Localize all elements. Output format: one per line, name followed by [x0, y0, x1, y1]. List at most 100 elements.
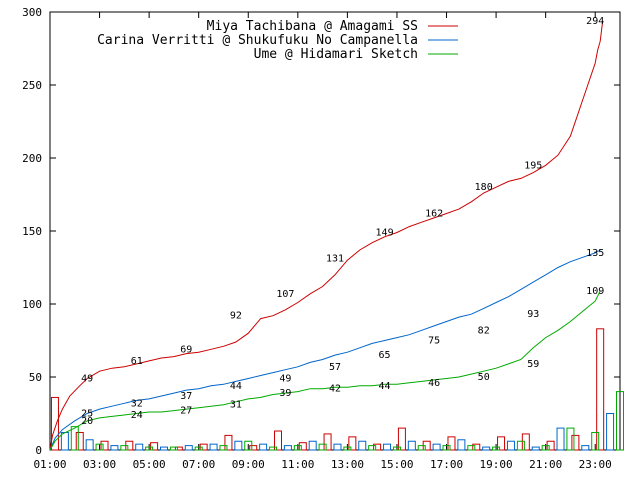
- y-tick-label: 300: [22, 6, 42, 19]
- data-label-2: 44: [230, 381, 242, 392]
- bar-1: [596, 328, 605, 451]
- series-line-1: [49, 20, 604, 451]
- x-tick-label: 05:00: [133, 458, 166, 471]
- bar-3: [244, 440, 253, 451]
- bar-3: [516, 440, 525, 451]
- data-label-2: 75: [428, 336, 440, 347]
- legend-label-1: Miya Tachibana @ Amagami SS: [207, 19, 418, 34]
- x-tick-label: 21:00: [529, 458, 562, 471]
- data-label-3: 46: [428, 378, 440, 389]
- bar-3: [417, 445, 426, 451]
- bar-3: [269, 446, 278, 451]
- bar-3: [169, 446, 178, 451]
- bar-1: [571, 434, 580, 451]
- y-tick-label: 200: [22, 152, 42, 165]
- bar-2: [60, 431, 69, 451]
- data-label-1: 180: [475, 182, 493, 193]
- x-tick-label: 23:00: [579, 458, 612, 471]
- data-label-3: 42: [329, 384, 341, 395]
- data-label-2: 65: [379, 350, 391, 361]
- bar-3: [194, 446, 203, 451]
- y-tick-label: 0: [35, 444, 42, 457]
- bar-2: [432, 443, 441, 451]
- bar-2: [482, 446, 491, 451]
- y-axis: 0 50 100 150 200 250 300: [22, 6, 620, 457]
- bar-2: [333, 443, 342, 451]
- bar-2: [283, 445, 292, 451]
- bar-1: [397, 427, 406, 451]
- bar-3: [541, 445, 550, 451]
- x-tick-label: 19:00: [480, 458, 513, 471]
- data-label-1: 149: [376, 227, 394, 238]
- bar-1: [274, 430, 282, 451]
- bar-2: [556, 427, 565, 451]
- bar-2: [85, 439, 94, 451]
- bar-3: [591, 431, 600, 451]
- data-label-1: 107: [276, 289, 294, 300]
- data-label-1: 195: [524, 160, 542, 171]
- bar-1: [521, 433, 530, 451]
- y-tick-label: 50: [29, 371, 42, 384]
- bar-3: [392, 446, 401, 451]
- data-label-1: 294: [586, 16, 604, 27]
- bar-2: [135, 443, 144, 451]
- data-labels: 49 61 69 92 107 131 149 162 180 195 294 25 32 37 44 49 5…: [81, 16, 604, 427]
- x-tick-label: 17:00: [430, 458, 463, 471]
- x-tick-label: 03:00: [83, 458, 116, 471]
- data-label-1: 69: [180, 344, 192, 355]
- bar-1: [249, 445, 258, 451]
- bar-3: [70, 426, 79, 451]
- bar-2: [457, 439, 466, 451]
- bar-1: [75, 431, 84, 451]
- data-label-2: 93: [527, 309, 539, 320]
- bar-3: [219, 445, 228, 451]
- legend-label-3: Ume @ Hidamari Sketch: [254, 47, 418, 62]
- bar-3: [318, 443, 327, 451]
- bar-2: [531, 446, 540, 451]
- x-tick-label: 11:00: [281, 458, 314, 471]
- bar-1: [50, 396, 59, 451]
- data-label-3: 39: [279, 388, 291, 399]
- data-label-2: 57: [329, 362, 341, 373]
- series-lines: [49, 20, 604, 451]
- bar-1: [348, 436, 357, 451]
- bars: [50, 328, 624, 451]
- bar-1: [150, 442, 159, 451]
- bar-3: [95, 443, 104, 451]
- bar-2: [606, 413, 615, 451]
- bar-1: [174, 446, 183, 451]
- data-label-3: 27: [180, 406, 192, 417]
- x-tick-label: 15:00: [380, 458, 413, 471]
- bar-1: [100, 440, 109, 451]
- y-tick-label: 250: [22, 79, 42, 92]
- data-label-1: 131: [326, 254, 344, 265]
- x-tick-label: 13:00: [331, 458, 364, 471]
- data-label-2: 82: [478, 325, 490, 336]
- bar-2: [383, 443, 392, 451]
- bar-3: [368, 445, 377, 451]
- bar-3: [566, 427, 575, 451]
- bar-3: [616, 391, 624, 451]
- x-tick-label: 07:00: [182, 458, 215, 471]
- bar-1: [497, 436, 506, 451]
- y-tick-label: 150: [22, 225, 42, 238]
- bar-3: [145, 446, 154, 451]
- series-line-3: [49, 290, 601, 451]
- data-label-2: 32: [131, 398, 143, 409]
- bar-2: [160, 446, 168, 451]
- bar-1: [472, 443, 481, 451]
- data-label-1: 162: [425, 208, 443, 219]
- bar-3: [293, 445, 302, 451]
- data-label-3: 50: [478, 372, 490, 383]
- bar-2: [581, 445, 590, 451]
- bar-1: [298, 442, 307, 451]
- data-label-2: 37: [180, 391, 192, 402]
- bar-3: [343, 446, 352, 451]
- data-label-3: 109: [586, 286, 604, 297]
- data-label-3: 20: [81, 416, 93, 427]
- y-tick-label: 100: [22, 298, 42, 311]
- bar-2: [407, 440, 416, 451]
- series-line-2: [49, 249, 601, 451]
